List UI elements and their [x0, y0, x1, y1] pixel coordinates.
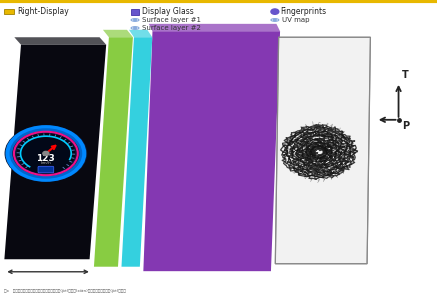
- Text: Right-Display: Right-Display: [17, 7, 69, 16]
- FancyBboxPatch shape: [131, 9, 139, 15]
- Polygon shape: [129, 30, 153, 37]
- Text: Surface layer #1: Surface layer #1: [142, 17, 201, 23]
- Text: T: T: [402, 70, 409, 80]
- Text: km/h: km/h: [41, 161, 51, 165]
- Circle shape: [134, 19, 136, 21]
- Text: Display Glass: Display Glass: [142, 7, 194, 16]
- Text: 圖x   在視覺感知仿真場景，以黑色表面玻璃的結(jié)果呈現(xiàn)比較兩種不同仿真結(jié)果（訊: 圖x 在視覺感知仿真場景，以黑色表面玻璃的結(jié)果呈現(xiàn)比較兩種…: [4, 289, 126, 293]
- Circle shape: [134, 27, 136, 29]
- Polygon shape: [4, 45, 106, 259]
- Text: UV map: UV map: [282, 17, 310, 23]
- Polygon shape: [275, 37, 371, 264]
- Polygon shape: [121, 37, 153, 267]
- Polygon shape: [143, 31, 280, 271]
- FancyBboxPatch shape: [38, 166, 54, 173]
- Text: Fingerprints: Fingerprints: [281, 7, 327, 16]
- Text: 123: 123: [37, 154, 55, 163]
- Polygon shape: [149, 24, 280, 31]
- FancyBboxPatch shape: [4, 9, 14, 14]
- Circle shape: [274, 19, 276, 21]
- Polygon shape: [14, 37, 106, 45]
- Circle shape: [271, 9, 279, 14]
- Circle shape: [43, 151, 49, 156]
- Circle shape: [5, 126, 87, 181]
- Text: P: P: [402, 121, 409, 131]
- Text: Surface layer #2: Surface layer #2: [142, 25, 201, 31]
- Polygon shape: [94, 37, 133, 267]
- Polygon shape: [103, 30, 133, 37]
- Circle shape: [17, 134, 75, 173]
- Circle shape: [7, 127, 84, 180]
